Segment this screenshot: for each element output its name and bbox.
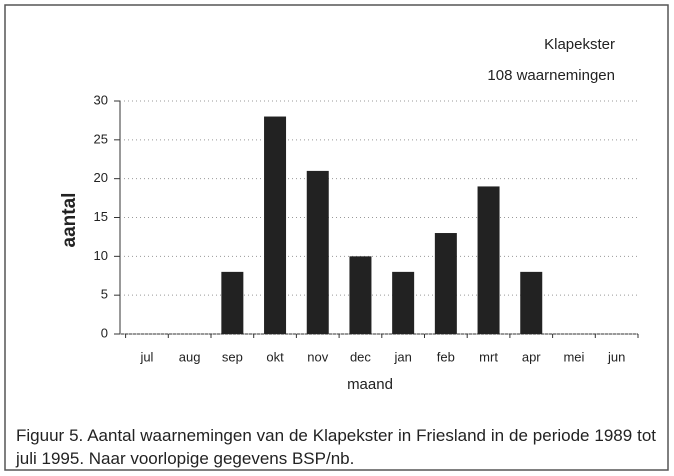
x-tick-label: feb xyxy=(437,349,455,364)
x-tick-label: jan xyxy=(393,349,411,364)
y-tick-label: 30 xyxy=(94,92,108,107)
y-tick-label: 20 xyxy=(94,170,108,185)
x-tick-label: sep xyxy=(222,349,243,364)
y-tick-label: 5 xyxy=(101,287,108,302)
x-tick-label: okt xyxy=(266,349,284,364)
bar xyxy=(392,271,415,334)
bar xyxy=(306,170,329,334)
x-tick-label: mei xyxy=(563,349,584,364)
bar xyxy=(349,256,372,334)
bar xyxy=(434,233,457,334)
chart-subtitle: 108 waarnemingen xyxy=(487,67,615,84)
x-tick-label: dec xyxy=(350,349,371,364)
x-tick-label: aug xyxy=(179,349,201,364)
bar xyxy=(520,271,543,334)
x-tick-label: jun xyxy=(607,349,625,364)
x-axis-label: maand xyxy=(347,376,393,393)
frame xyxy=(4,4,669,471)
caption: Figuur 5. Aantal waarnemingen van de Kla… xyxy=(16,426,656,468)
bar xyxy=(221,271,244,334)
x-tick-label: nov xyxy=(307,349,328,364)
bar xyxy=(477,186,500,334)
y-tick-label: 0 xyxy=(101,325,108,340)
y-tick-label: 15 xyxy=(94,209,108,224)
chart-title: Klapekster xyxy=(544,36,615,53)
x-tick-label: mrt xyxy=(479,349,498,364)
x-tick-label: jul xyxy=(139,349,153,364)
x-tick-label: apr xyxy=(522,349,541,364)
bar xyxy=(264,116,287,335)
y-axis-label: aantal xyxy=(59,193,80,248)
y-tick-label: 10 xyxy=(94,248,108,263)
y-tick-label: 25 xyxy=(94,131,108,146)
